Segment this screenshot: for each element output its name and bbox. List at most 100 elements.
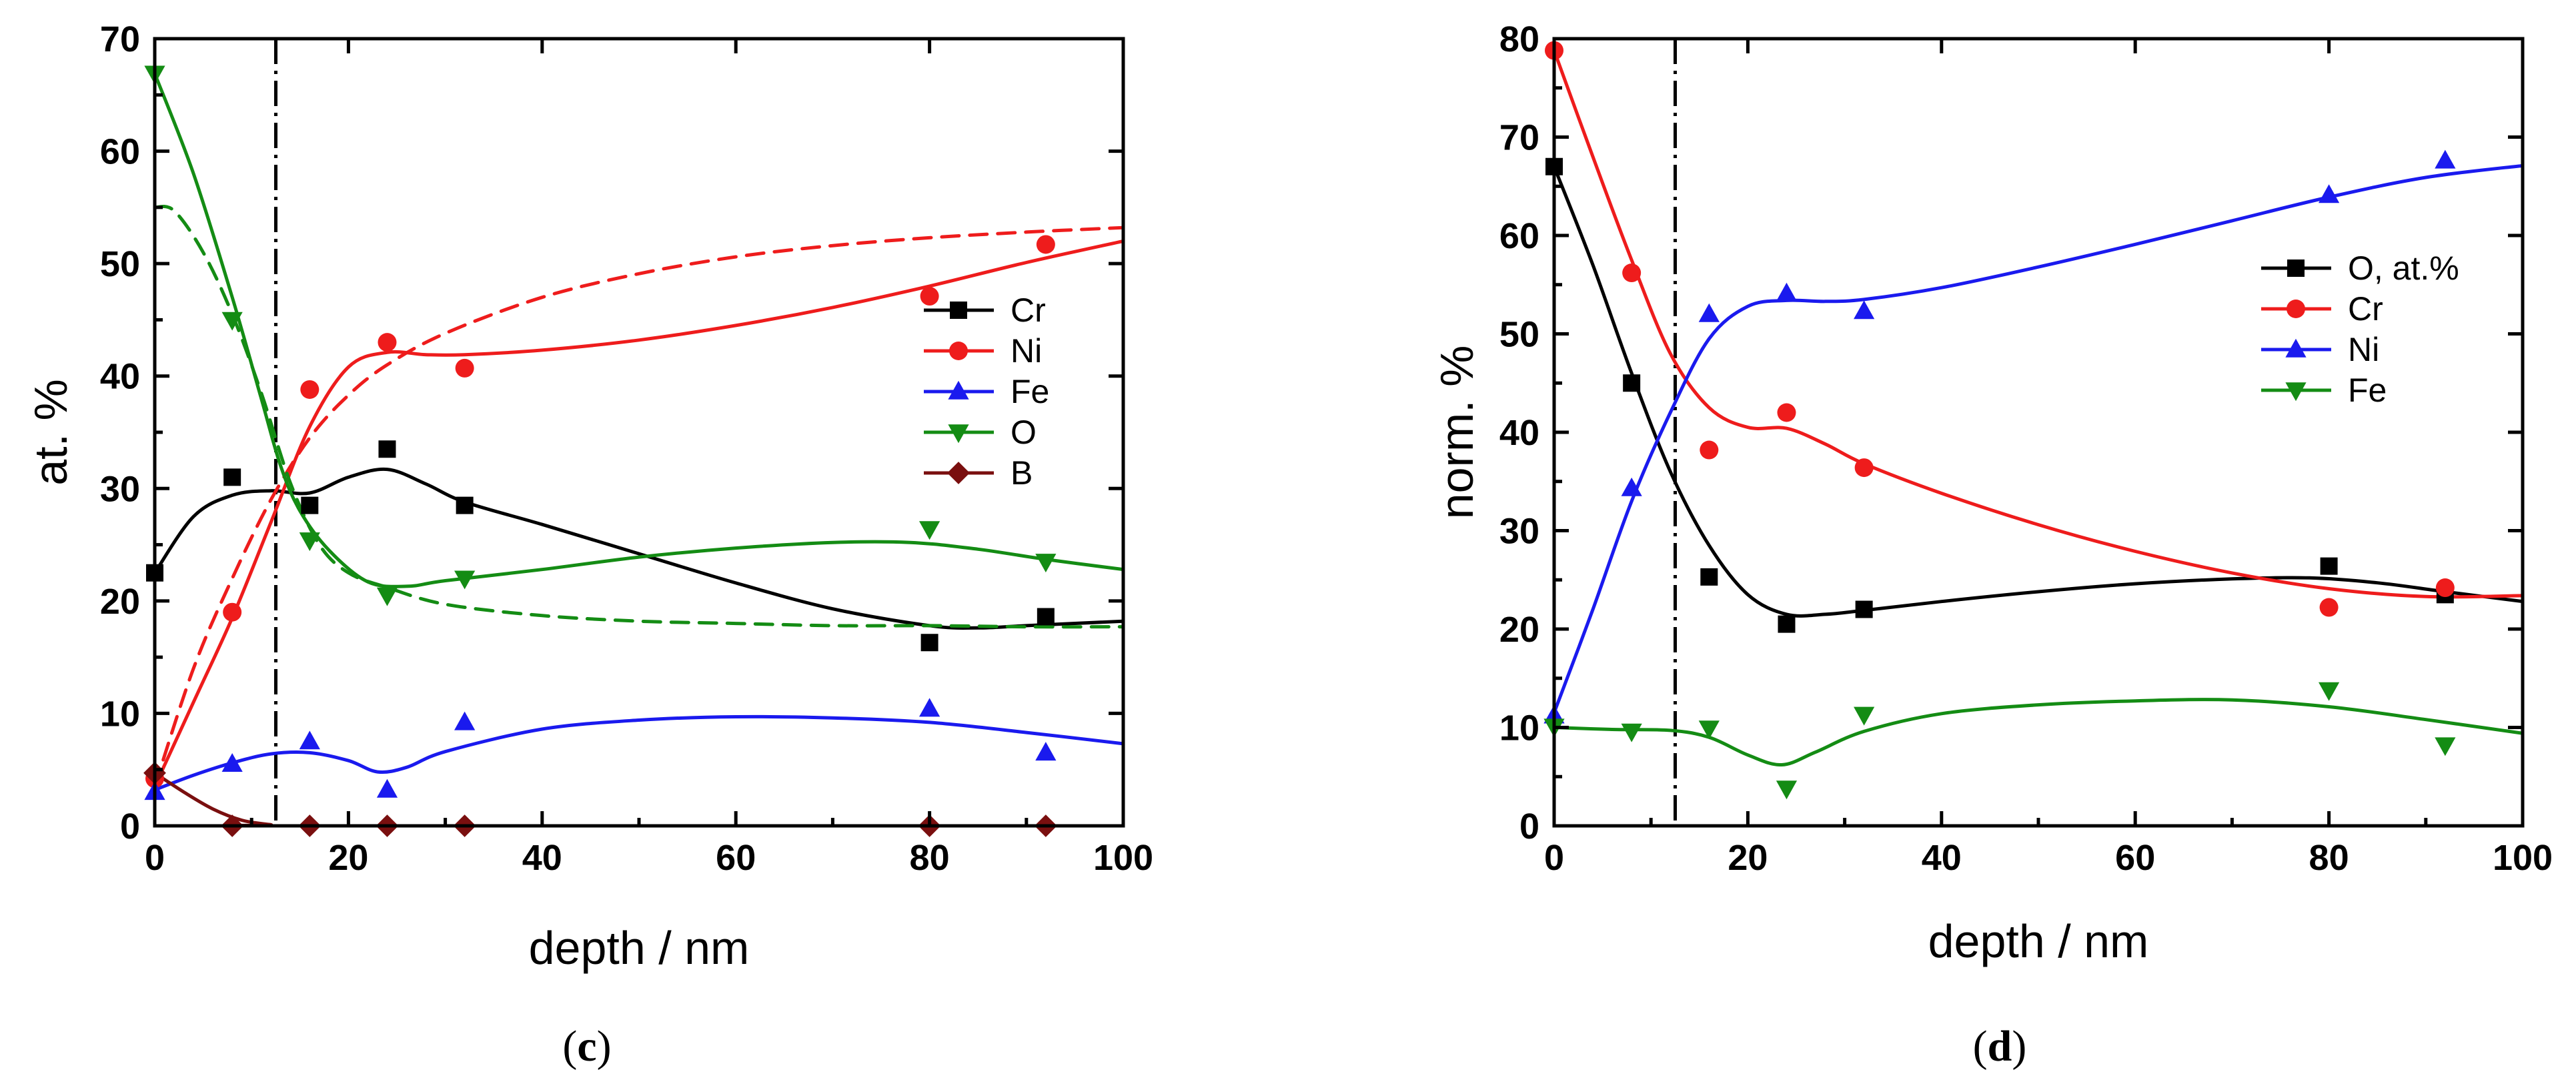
panel-d-y-tick-label: 0 xyxy=(1519,806,1539,847)
panel-d-cr-data-point xyxy=(1622,263,1642,283)
panel-c-legend-marker-o xyxy=(948,424,969,444)
panel-d-legend-label-fe: Fe xyxy=(2348,372,2387,409)
panel-d-ni-data-point xyxy=(1854,300,1875,320)
panel-d-x-tick-label: 60 xyxy=(2115,838,2155,878)
panel-d-x-axis-label: depth / nm xyxy=(1928,915,2149,967)
panel-d-o-at-data-point xyxy=(1700,568,1718,586)
panel-c-cr-data-point xyxy=(301,496,319,514)
panel-d-cr-data-point xyxy=(1854,458,1874,478)
panel-d-o-at-data-point xyxy=(1855,600,1873,618)
panel-d-o-at-data-point xyxy=(1778,615,1796,633)
panel-d-ni-data-point xyxy=(1621,477,1642,496)
panel-c-ticks: 0 20 40 60 80 100 0 10 20 30 40 50 60 70 xyxy=(100,19,1153,878)
panel-c-fe-data-point xyxy=(454,711,476,730)
panel-c-ni-data-point xyxy=(920,287,939,306)
panel-c-cr-data-point xyxy=(920,634,938,652)
panel-c-fe-data-point xyxy=(376,778,398,798)
panel-c-fe-data-point xyxy=(299,730,320,750)
panel-d-o-at-data-point xyxy=(1623,374,1641,392)
panel-c-y-tick-label: 30 xyxy=(100,469,140,509)
panel-d-ni-data-point xyxy=(1776,282,1798,302)
panel-d-legend-marker-o-at xyxy=(2287,259,2305,277)
panel-d-fe-data-point xyxy=(1621,723,1642,742)
panel-c-y-axis-label: at. % xyxy=(25,379,77,486)
panel-d-x-tick-label: 0 xyxy=(1544,838,1564,878)
panel-d-cr-data-point xyxy=(1777,403,1796,422)
panel-c-fe-data-point xyxy=(919,698,940,717)
panel-c-x-tick-label: 0 xyxy=(145,838,165,878)
panel-d-y-tick-label: 80 xyxy=(1499,19,1539,59)
panel-c-x-tick-label: 80 xyxy=(910,838,950,878)
panel-d-plot-frame xyxy=(1552,37,2525,828)
panel-d-cr-data-point xyxy=(2319,598,2339,617)
panel-c-ni-fit-line xyxy=(155,239,1123,788)
panel-d-fe-data-point xyxy=(2435,737,2456,756)
panel-d-ni-data-point xyxy=(2435,149,2456,169)
panel-c-y-tick-label: 10 xyxy=(100,694,140,734)
panel-c-o-data-point xyxy=(454,570,476,590)
panel-c-x-tick-label: 20 xyxy=(328,838,368,878)
panel-c-o-data-point xyxy=(376,587,398,606)
panel-d-ni-data-point xyxy=(2319,184,2340,203)
panel-c-o-data-point xyxy=(1035,554,1057,573)
panel-c-y-tick-label: 0 xyxy=(120,806,140,847)
panel-c-legend-label-cr: Cr xyxy=(1011,292,1046,329)
panel-d-ni-data-point xyxy=(1698,303,1720,322)
panel-c-cr-data-point xyxy=(1037,608,1055,626)
panel-c-x-axis-label: depth / nm xyxy=(529,922,750,974)
panel-c-ni-data-point xyxy=(455,358,474,378)
panel-c-label-letter: c xyxy=(577,1022,596,1071)
panel-c-label-open: ( xyxy=(562,1022,577,1071)
panel-c-y-tick-label: 20 xyxy=(100,582,140,622)
panel-c-legend-label-b: B xyxy=(1011,454,1033,492)
panel-c-y-tick-label: 70 xyxy=(100,19,140,59)
panel-d-y-tick-label: 20 xyxy=(1499,610,1539,650)
panel-c-y-tick-label: 60 xyxy=(100,132,140,172)
panel-c-ni-data-point xyxy=(378,333,397,352)
panel-c-legend-marker-fe xyxy=(948,380,969,400)
panel-c-cr-data-point xyxy=(456,496,474,514)
panel-c-ni-dashed-dashed-fit-line xyxy=(155,225,1123,788)
panel-c-cr-data-point xyxy=(378,440,396,458)
panel-d-cr-data-point xyxy=(2435,578,2455,598)
panel-d-ticks: 0 20 40 60 80 100 0 10 20 30 40 50 60 70 80 xyxy=(1499,19,2553,878)
panel-c-legend-marker-cr xyxy=(950,302,967,319)
panel-c-fe-fit-line xyxy=(155,714,1123,792)
panel-c-curves xyxy=(155,71,1123,826)
panel-d-o-at-data-point xyxy=(2320,557,2338,575)
panel-c-y-tick-label: 40 xyxy=(100,357,140,397)
panel-d-markers xyxy=(1543,41,2456,800)
panel-d-x-tick-label: 100 xyxy=(2493,838,2553,878)
panel-d-y-tick-label: 10 xyxy=(1499,708,1539,748)
panel-d-legend-marker-cr xyxy=(2287,300,2305,318)
panel-c-ni-data-point xyxy=(223,602,242,622)
panel-c-y-tick-label: 50 xyxy=(100,244,140,284)
panel-c-label-close: ) xyxy=(597,1022,612,1071)
panel-d-y-tick-label: 30 xyxy=(1499,512,1539,552)
panel-d-label: (d) xyxy=(1973,1022,2027,1071)
panel-c-o-data-point xyxy=(221,312,243,331)
panel-d-fe-fit-line xyxy=(1554,698,2523,767)
panel-d-fe-data-point xyxy=(1698,720,1720,740)
panel-c-x-tick-label: 40 xyxy=(522,838,562,878)
panel-d-legend-label-cr: Cr xyxy=(2348,290,2383,328)
panel-c-fe-data-point xyxy=(221,753,243,772)
panel-d-label-close: ) xyxy=(2012,1022,2026,1071)
panel-c-o-data-point xyxy=(919,521,940,540)
panel-c-legend-label-fe: Fe xyxy=(1011,373,1049,410)
panel-c-x-tick-label: 100 xyxy=(1093,838,1153,878)
panel-d-label-letter: d xyxy=(1988,1022,2012,1071)
panel-d-x-tick-label: 20 xyxy=(1728,838,1768,878)
panel-d-y-tick-label: 60 xyxy=(1499,216,1539,256)
panel-d-legend-label-ni: Ni xyxy=(2348,331,2379,368)
chart-panel-d: 0 20 40 60 80 100 0 10 20 30 40 50 60 70 80 O, at.%CrN… xyxy=(1431,19,2553,1071)
panel-c-cr-data-point xyxy=(223,468,241,486)
panel-d-x-tick-label: 40 xyxy=(1922,838,1962,878)
panel-c-ni-data-point xyxy=(300,380,319,399)
panel-d-label-open: ( xyxy=(1973,1022,1988,1071)
panel-c-cr-fit-line xyxy=(155,467,1123,630)
panel-c-legend-label-o: O xyxy=(1011,414,1037,451)
